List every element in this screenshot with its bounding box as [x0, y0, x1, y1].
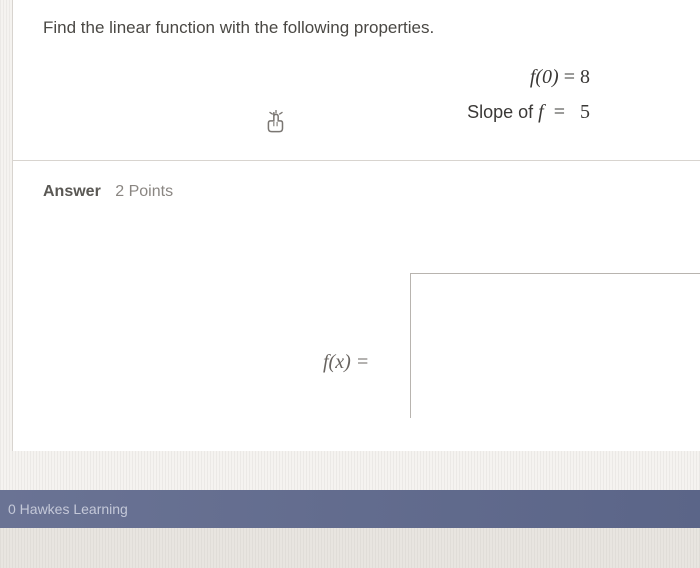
question-prompt: Find the linear function with the follow… — [43, 18, 670, 38]
question-panel: Find the linear function with the follow… — [12, 0, 700, 451]
properties-block: f(0) = 8 Slope of f = 5 — [43, 66, 670, 124]
property1-rhs: 8 — [580, 66, 590, 88]
bottom-pattern — [0, 528, 700, 568]
property2-rhs: 5 — [580, 101, 590, 123]
question-section: Find the linear function with the follow… — [13, 0, 700, 161]
property2-label: Slope of — [467, 102, 533, 122]
answer-header: Answer 2 Points — [43, 183, 670, 201]
property1-lhs: f(0) — [530, 66, 559, 88]
answer-input[interactable] — [410, 273, 700, 418]
property2-var: f — [538, 101, 544, 123]
pointer-cursor-icon — [263, 110, 291, 138]
fx-label: f(x) = — [323, 351, 369, 374]
answer-label: Answer — [43, 183, 101, 200]
property-line-2: Slope of f = 5 — [43, 101, 590, 124]
points-label: 2 Points — [115, 183, 173, 200]
bottom-strip — [0, 528, 700, 568]
footer-brand: 0 Hawkes Learning — [8, 501, 128, 517]
answer-section: Answer 2 Points f(x) = — [13, 161, 700, 451]
equals-sign-2: = — [549, 101, 575, 123]
equals-sign: = — [564, 66, 580, 88]
property-line-1: f(0) = 8 — [43, 66, 590, 89]
footer-bar: 0 Hawkes Learning — [0, 490, 700, 528]
